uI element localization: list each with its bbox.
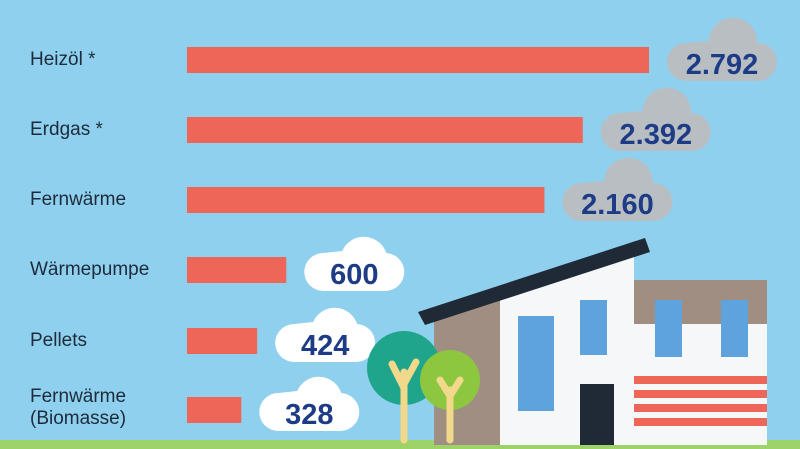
value-label-0: 2.792 <box>686 49 759 81</box>
value-cloud-3: 600 <box>304 236 405 291</box>
value-cloud-4: 424 <box>275 307 376 362</box>
category-label-1: Erdgas * <box>30 119 103 140</box>
house-illustration <box>0 238 800 449</box>
cloud-shape-0 <box>667 17 777 81</box>
bar-2 <box>187 187 545 213</box>
bar-1 <box>187 117 583 143</box>
value-label-2: 2.160 <box>581 189 654 221</box>
cloud-shape-2 <box>562 157 673 221</box>
bar-3 <box>187 257 287 283</box>
category-label-4: Pellets <box>30 330 88 351</box>
value-label-5: 328 <box>285 399 333 431</box>
value-label-4: 424 <box>301 330 349 362</box>
category-label-5: Fernwärme (Biomasse) <box>30 386 127 429</box>
value-cloud-1: 2.392 <box>600 87 711 151</box>
value-label-1: 2.392 <box>620 119 693 151</box>
bar-4 <box>187 328 258 354</box>
bar-5 <box>187 397 242 423</box>
category-label-2: Fernwärme <box>30 189 127 210</box>
category-label-3: Wärmepumpe <box>30 259 150 280</box>
category-label-0: Heizöl * <box>30 49 96 70</box>
value-cloud-0: 2.792 <box>667 17 777 81</box>
value-label-3: 600 <box>330 259 378 291</box>
value-cloud-2: 2.160 <box>562 157 673 221</box>
value-cloud-5: 328 <box>259 376 360 431</box>
cloud-shape-1 <box>600 87 711 151</box>
bar-0 <box>187 47 649 73</box>
cloud-shape-4 <box>275 307 376 362</box>
cloud-shape-5 <box>259 376 360 431</box>
cloud-shape-3 <box>304 236 405 291</box>
